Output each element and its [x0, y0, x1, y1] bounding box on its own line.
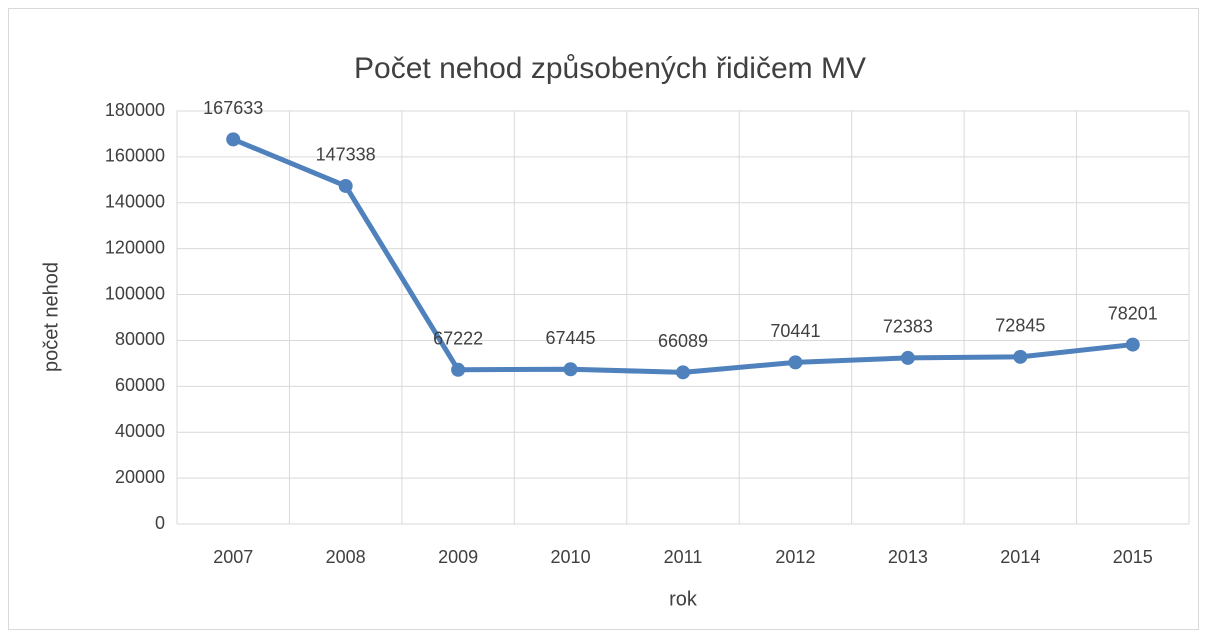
chart-border: [8, 8, 1199, 630]
data-point: [451, 362, 466, 377]
data-point: [226, 132, 241, 147]
x-tick-label: 2008: [326, 547, 366, 567]
y-tick-label: 60000: [115, 375, 165, 395]
data-label: 147338: [316, 145, 376, 165]
x-tick-label: 2010: [551, 547, 591, 567]
y-tick-label: 120000: [105, 237, 165, 257]
data-point: [563, 362, 578, 377]
y-tick-label: 160000: [105, 146, 165, 166]
y-tick-label: 180000: [105, 100, 165, 120]
data-label: 167633: [203, 98, 263, 118]
x-tick-label: 2011: [664, 547, 703, 567]
data-label: 72383: [883, 317, 933, 337]
y-axis-label: počet nehod: [40, 262, 62, 372]
y-tick-label: 20000: [115, 467, 165, 487]
data-label: 67222: [433, 329, 483, 349]
chart-title: Počet nehod způsobených řidičem MV: [354, 52, 866, 85]
data-point: [1125, 337, 1140, 352]
x-tick-label: 2007: [213, 547, 253, 567]
x-tick-label: 2015: [1113, 547, 1153, 567]
data-point: [676, 365, 690, 380]
y-tick-label: 80000: [115, 329, 165, 349]
y-tick-label: 40000: [115, 421, 165, 441]
y-tick-label: 100000: [105, 283, 165, 303]
data-point: [788, 355, 803, 370]
data-label: 72845: [995, 316, 1045, 336]
data-label: 67445: [546, 328, 596, 348]
x-tick-label: 2013: [888, 547, 928, 567]
x-tick-label: 2009: [438, 547, 478, 567]
data-label: 78201: [1108, 303, 1158, 323]
data-point: [900, 350, 915, 365]
x-axis-label: rok: [669, 588, 698, 610]
y-tick-label: 0: [155, 513, 165, 533]
data-label: 70441: [770, 321, 820, 341]
data-point: [338, 178, 353, 193]
x-tick-label: 2014: [1000, 547, 1040, 567]
data-label: 66089: [658, 331, 708, 351]
y-tick-label: 140000: [105, 192, 165, 212]
data-point: [1013, 349, 1028, 364]
x-tick-label: 2012: [775, 547, 815, 567]
